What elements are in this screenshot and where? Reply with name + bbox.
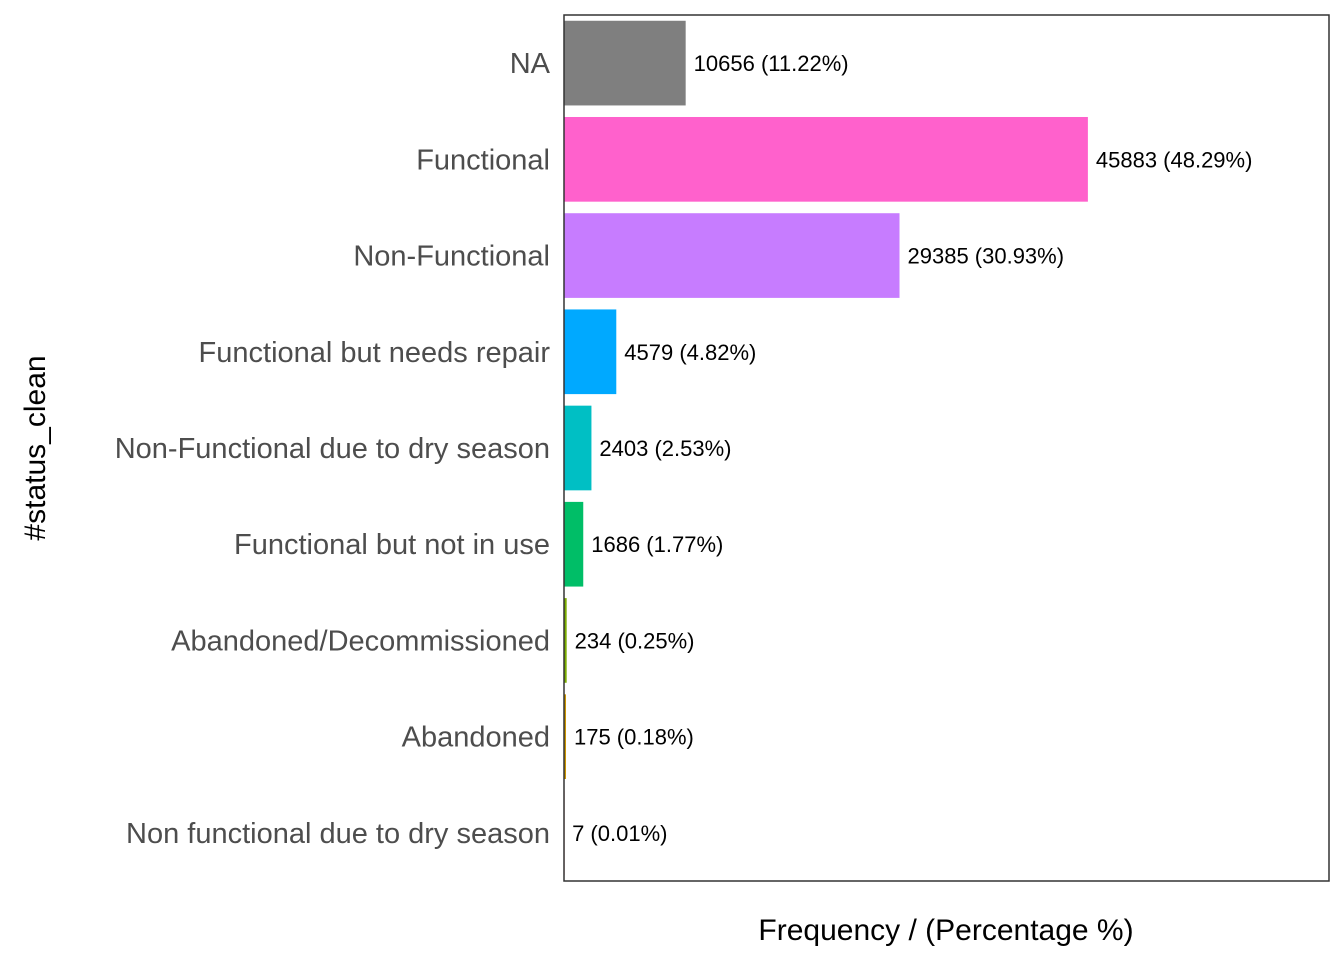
value-label-5: 1686 (1.77%) (591, 532, 723, 557)
category-label-2: Non-Functional (353, 241, 550, 273)
bar-3 (564, 309, 617, 395)
bar-4 (564, 405, 592, 491)
value-label-7: 175 (0.18%) (574, 725, 694, 750)
value-label-4: 2403 (2.53%) (599, 436, 731, 461)
category-label-7: Abandoned (402, 722, 550, 754)
value-label-6: 234 (0.25%) (575, 628, 695, 653)
bar-0 (564, 20, 686, 106)
bars-layer (564, 20, 1088, 876)
value-label-3: 4579 (4.82%) (624, 340, 756, 365)
category-label-1: Functional (416, 144, 550, 176)
y-axis-title: #status_clean (19, 355, 52, 540)
category-label-6: Abandoned/Decommissioned (171, 625, 550, 657)
value-label-8: 7 (0.01%) (572, 821, 667, 846)
value-label-0: 10656 (11.22%) (694, 51, 849, 76)
labels-layer: NA 10656 (11.22%) Functional 45883 (48.29%)… (115, 48, 1253, 850)
category-label-0: NA (510, 48, 551, 80)
bar-1 (564, 116, 1088, 202)
bar-7 (564, 694, 566, 780)
bar-2 (564, 213, 900, 298)
x-axis-title: Frequency / (Percentage %) (758, 914, 1133, 947)
category-label-8: Non functional due to dry season (126, 818, 550, 850)
plot-panel-border (563, 14, 1330, 882)
category-label-4: Non-Functional due to dry season (115, 433, 550, 465)
bar-6 (564, 598, 567, 683)
category-label-5: Functional but not in use (234, 529, 550, 561)
bar-5 (564, 501, 584, 587)
category-label-3: Functional but needs repair (199, 337, 551, 369)
value-label-2: 29385 (30.93%) (908, 244, 1065, 269)
value-label-1: 45883 (48.29%) (1096, 147, 1253, 172)
